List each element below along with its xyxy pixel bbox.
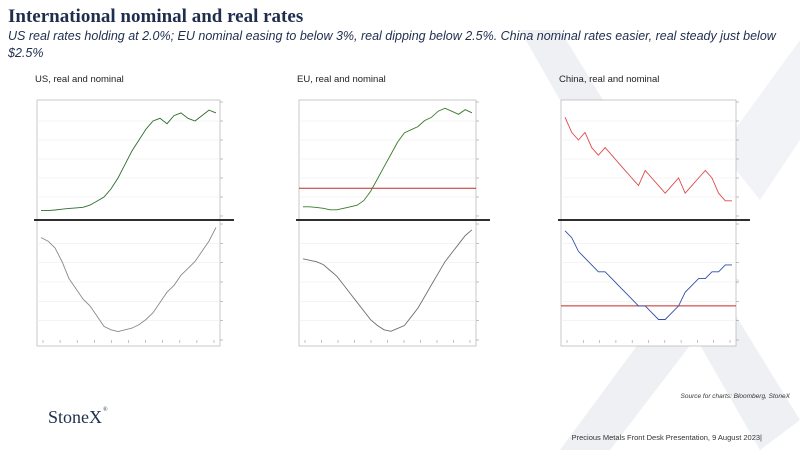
eu-chart — [296, 96, 490, 361]
us-chart-label: US, real and nominal — [35, 74, 124, 85]
us-panel0-series-line — [41, 109, 217, 212]
logo-registered-mark: ® — [103, 407, 108, 413]
eu-chart-label: EU, real and nominal — [297, 74, 386, 85]
china-panel0-series-line — [564, 117, 732, 202]
eu-panel1-series-line — [302, 229, 473, 332]
eu-chart-svg — [296, 99, 490, 347]
china-plot-frame — [560, 99, 737, 347]
china-chart — [558, 96, 750, 361]
china-chart-label: China, real and nominal — [559, 74, 660, 85]
logo-text: StoneX — [48, 407, 102, 427]
us-plot-frame — [36, 99, 221, 347]
source-note: Source for charts: Bloomberg, StoneX — [680, 393, 790, 400]
slide-subtitle: US real rates holding at 2.0%; EU nomina… — [8, 29, 776, 60]
slide-title: International nominal and real rates — [8, 6, 304, 27]
footer-text: Precious Metals Front Desk Presentation,… — [571, 433, 762, 442]
china-panel1-series-line — [564, 230, 732, 320]
stonex-logo: StoneX® — [48, 407, 108, 428]
us-chart-svg — [34, 99, 234, 347]
us-chart — [34, 96, 234, 361]
eu-panel0-series-line — [303, 107, 473, 211]
eu-plot-frame — [298, 99, 477, 347]
us-panel1-series-line — [40, 227, 217, 332]
china-chart-svg — [558, 99, 750, 347]
